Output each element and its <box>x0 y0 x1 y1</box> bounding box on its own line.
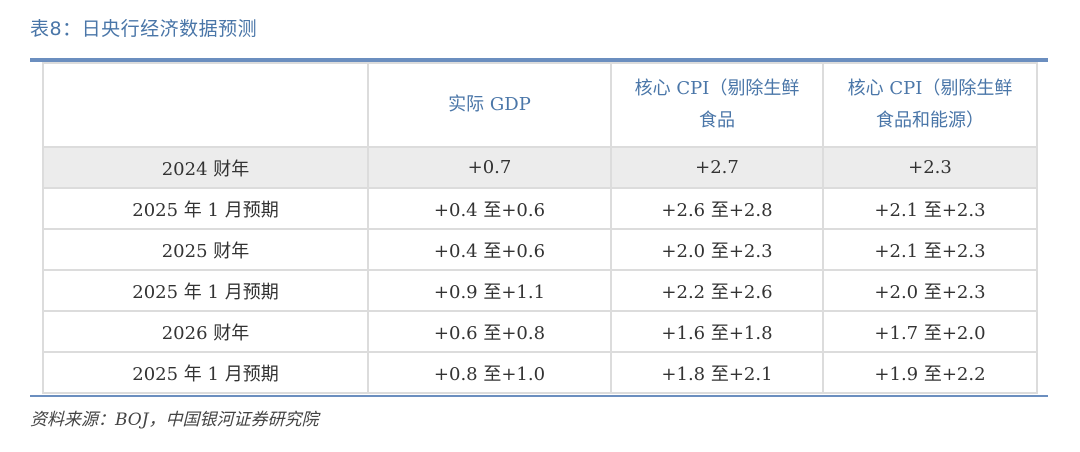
row-label-cell: 2025 财年 <box>42 228 369 271</box>
row-label-cell: 2025 年 1 月预期 <box>42 351 369 394</box>
core-core-cpi-cell: +2.1 至+2.3 <box>822 187 1038 230</box>
header-cell-core-cpi: 核心 CPI（剔除生鲜食品 <box>610 62 824 148</box>
forecast-table-container: 实际 GDP 核心 CPI（剔除生鲜食品 核心 CPI（剔除生鲜食品和能源） 2… <box>42 62 1038 394</box>
gdp-cell: +0.4 至+0.6 <box>367 228 612 271</box>
table-row: 2024 财年 +0.7 +2.7 +2.3 <box>42 146 1038 189</box>
gdp-cell: +0.8 至+1.0 <box>367 351 612 394</box>
table-row: 2025 年 1 月预期 +0.8 至+1.0 +1.8 至+2.1 +1.9 … <box>42 351 1038 394</box>
header-cell-period <box>42 62 369 148</box>
core-cpi-cell: +2.0 至+2.3 <box>610 228 824 271</box>
core-cpi-cell: +1.6 至+1.8 <box>610 310 824 353</box>
core-cpi-cell: +1.8 至+2.1 <box>610 351 824 394</box>
row-label-cell: 2025 年 1 月预期 <box>42 269 369 312</box>
core-cpi-cell: +2.2 至+2.6 <box>610 269 824 312</box>
core-core-cpi-cell: +2.1 至+2.3 <box>822 228 1038 271</box>
row-label-cell: 2025 年 1 月预期 <box>42 187 369 230</box>
header-cell-real-gdp: 实际 GDP <box>367 62 612 148</box>
row-label-cell: 2026 财年 <box>42 310 369 353</box>
row-label-cell: 2024 财年 <box>42 146 369 189</box>
table-row: 2025 财年 +0.4 至+0.6 +2.0 至+2.3 +2.1 至+2.3 <box>42 228 1038 271</box>
core-cpi-cell: +2.7 <box>610 146 824 189</box>
top-rule-divider <box>30 58 1048 62</box>
gdp-cell: +0.9 至+1.1 <box>367 269 612 312</box>
gdp-cell: +0.6 至+0.8 <box>367 310 612 353</box>
header-cell-core-core-cpi: 核心 CPI（剔除生鲜食品和能源） <box>822 62 1038 148</box>
source-note: 资料来源：BOJ，中国银河证券研究院 <box>30 410 319 430</box>
table-row: 2025 年 1 月预期 +0.9 至+1.1 +2.2 至+2.6 +2.0 … <box>42 269 1038 312</box>
core-core-cpi-cell: +2.3 <box>822 146 1038 189</box>
core-core-cpi-cell: +2.0 至+2.3 <box>822 269 1038 312</box>
table-row: 2025 年 1 月预期 +0.4 至+0.6 +2.6 至+2.8 +2.1 … <box>42 187 1038 230</box>
table-caption: 表8：日央行经济数据预测 <box>30 18 258 40</box>
core-core-cpi-cell: +1.9 至+2.2 <box>822 351 1038 394</box>
table-row: 2026 财年 +0.6 至+0.8 +1.6 至+1.8 +1.7 至+2.0 <box>42 310 1038 353</box>
core-core-cpi-cell: +1.7 至+2.0 <box>822 310 1038 353</box>
gdp-cell: +0.7 <box>367 146 612 189</box>
boj-forecast-table: 实际 GDP 核心 CPI（剔除生鲜食品 核心 CPI（剔除生鲜食品和能源） 2… <box>42 62 1038 394</box>
gdp-cell: +0.4 至+0.6 <box>367 187 612 230</box>
bottom-rule-divider <box>30 395 1048 397</box>
core-cpi-cell: +2.6 至+2.8 <box>610 187 824 230</box>
table-header-row: 实际 GDP 核心 CPI（剔除生鲜食品 核心 CPI（剔除生鲜食品和能源） <box>42 62 1038 148</box>
